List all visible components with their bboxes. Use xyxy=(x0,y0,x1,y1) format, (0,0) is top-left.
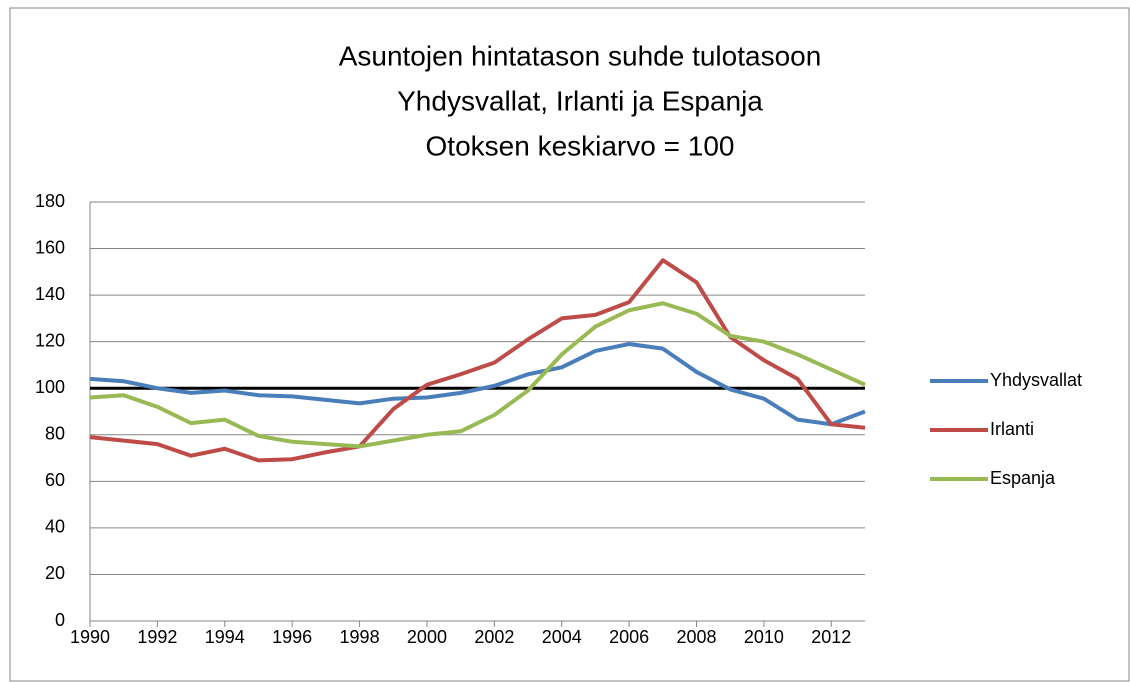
y-tick-label: 180 xyxy=(35,191,65,211)
y-tick-label: 140 xyxy=(35,284,65,304)
chart-title: Otoksen keskiarvo = 100 xyxy=(426,130,735,161)
legend-label: Yhdysvallat xyxy=(990,370,1082,390)
y-tick-label: 20 xyxy=(45,563,65,583)
x-tick-label: 2002 xyxy=(474,627,514,647)
chart-title: Asuntojen hintatason suhde tulotasoon xyxy=(339,40,822,71)
x-tick-label: 2012 xyxy=(811,627,851,647)
y-tick-label: 160 xyxy=(35,237,65,257)
x-tick-label: 2006 xyxy=(609,627,649,647)
x-tick-label: 1998 xyxy=(340,627,380,647)
x-tick-label: 1992 xyxy=(137,627,177,647)
x-tick-label: 2004 xyxy=(542,627,582,647)
x-tick-label: 1990 xyxy=(70,627,110,647)
chart-title: Yhdysvallat, Irlanti ja Espanja xyxy=(397,85,763,116)
series-line xyxy=(89,258,866,463)
series-line xyxy=(89,341,866,427)
x-tick-label: 2010 xyxy=(744,627,784,647)
y-tick-label: 100 xyxy=(35,377,65,397)
y-tick-label: 120 xyxy=(35,330,65,350)
y-tick-label: 60 xyxy=(45,470,65,490)
legend-label: Irlanti xyxy=(990,419,1034,439)
legend-label: Espanja xyxy=(990,468,1056,488)
x-tick-label: 2008 xyxy=(676,627,716,647)
x-tick-label: 1996 xyxy=(272,627,312,647)
chart-frame xyxy=(9,7,1130,682)
x-tick-label: 1994 xyxy=(205,627,245,647)
x-tick-label: 2000 xyxy=(407,627,447,647)
series-line xyxy=(89,301,866,449)
y-tick-label: 0 xyxy=(55,610,65,630)
y-tick-label: 40 xyxy=(45,517,65,537)
y-tick-label: 80 xyxy=(45,424,65,444)
